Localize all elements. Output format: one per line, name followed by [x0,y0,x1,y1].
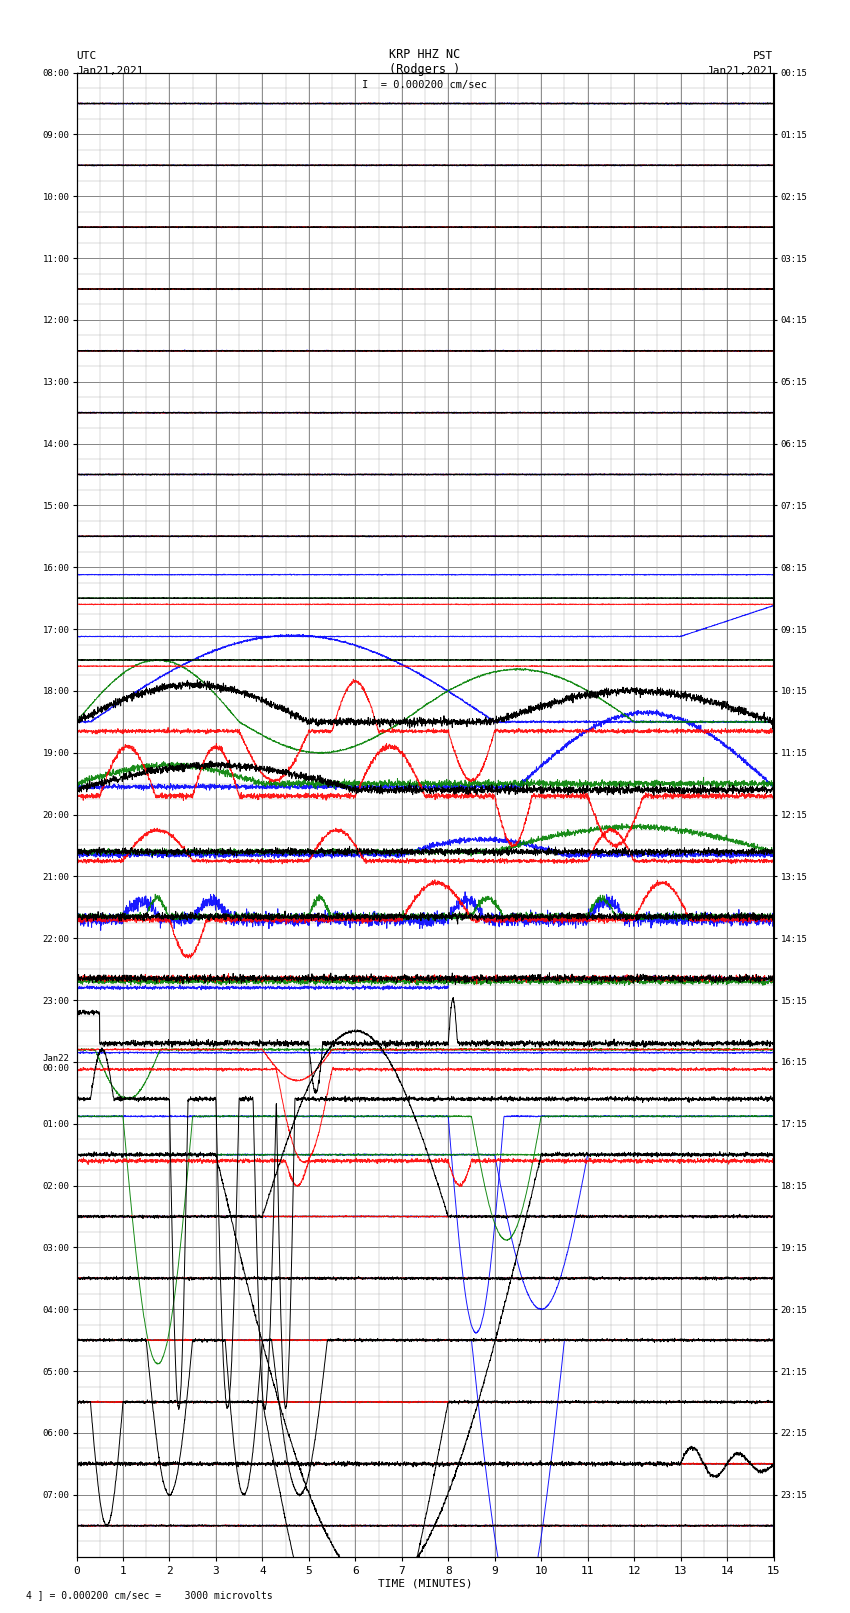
Text: UTC: UTC [76,52,97,61]
Text: (Rodgers ): (Rodgers ) [389,63,461,76]
Text: 4 ] = 0.000200 cm/sec =    3000 microvolts: 4 ] = 0.000200 cm/sec = 3000 microvolts [26,1590,272,1600]
Text: Jan21,2021: Jan21,2021 [706,66,774,76]
X-axis label: TIME (MINUTES): TIME (MINUTES) [377,1579,473,1589]
Text: KRP HHZ NC: KRP HHZ NC [389,48,461,61]
Text: Jan21,2021: Jan21,2021 [76,66,144,76]
Text: PST: PST [753,52,774,61]
Text: I  = 0.000200 cm/sec: I = 0.000200 cm/sec [362,81,488,90]
